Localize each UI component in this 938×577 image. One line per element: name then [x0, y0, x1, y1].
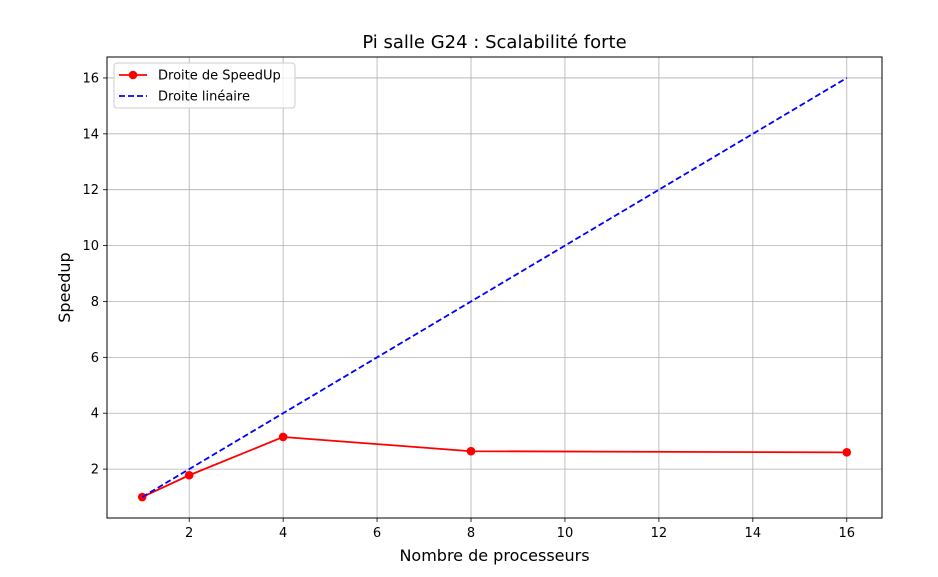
y-tick-label: 8 [91, 295, 99, 310]
y-axis-label: Speedup [55, 252, 74, 322]
x-axis-label: Nombre de processeurs [399, 546, 589, 565]
y-axis-ticks: 2 4 6 8 10 12 14 16 [82, 71, 107, 478]
legend: Droite de SpeedUp Droite linéaire [113, 62, 296, 109]
x-tick-label: 16 [838, 526, 855, 541]
data-point [842, 448, 852, 457]
data-point [466, 446, 476, 456]
legend-label-speedup: Droite de SpeedUp [158, 69, 281, 84]
legend-label-linear: Droite linéaire [158, 90, 250, 105]
data-point [278, 432, 288, 442]
y-tick-label: 4 [91, 407, 99, 422]
x-tick-label: 8 [467, 526, 475, 541]
y-tick-label: 16 [82, 71, 99, 86]
y-tick-label: 12 [82, 183, 99, 198]
x-tick-label: 4 [279, 526, 287, 541]
legend-swatch-speedup-marker [128, 70, 138, 80]
data-point [184, 470, 194, 480]
legend-box [113, 62, 296, 109]
x-tick-label: 14 [745, 526, 762, 541]
data-point [137, 492, 147, 502]
grid [107, 57, 882, 518]
series-line-1 [141, 77, 848, 498]
x-tick-label: 6 [373, 526, 381, 541]
x-axis-ticks: 2 4 6 8 10 12 14 16 [185, 518, 855, 541]
x-tick-label: 12 [651, 526, 668, 541]
x-tick-label: 2 [185, 526, 193, 541]
y-tick-label: 6 [91, 351, 99, 366]
plot-frame [106, 56, 883, 519]
y-tick-label: 14 [82, 127, 99, 142]
series-layer [137, 77, 852, 502]
x-tick-label: 10 [557, 526, 574, 541]
chart-title: Pi salle G24 : Scalabilité forte [362, 32, 626, 53]
y-tick-label: 2 [91, 463, 99, 478]
y-tick-label: 10 [82, 239, 99, 254]
